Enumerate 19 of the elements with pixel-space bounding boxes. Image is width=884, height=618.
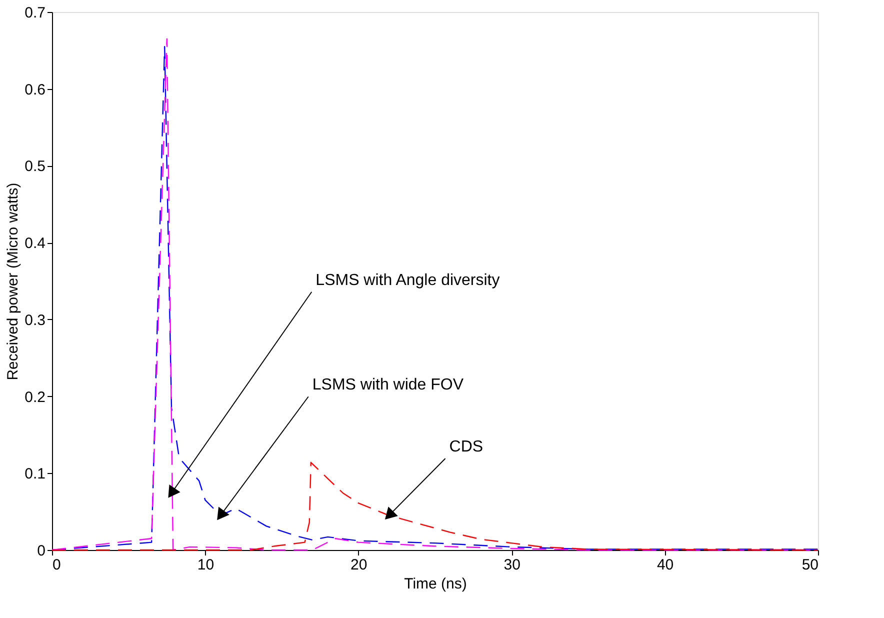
x-axis-title: Time (ns) [404,576,467,592]
x-tick-label: 20 [350,556,368,574]
x-tick-label: 0 [52,556,61,574]
y-tick-label: 0.6 [24,81,46,98]
y-tick-label: 0.3 [24,312,46,329]
x-tick-label: 50 [802,556,818,574]
y-tick-label: 0.5 [24,158,46,176]
y-axis-title: Received power (Micro watts) [4,182,22,380]
annotation: LSMS with wide FOV [312,376,464,394]
annotation: LSMS with Angle diversity [316,272,500,289]
y-tick-label: 0.7 [24,4,46,22]
y-tick-label: 0.4 [24,235,46,252]
y-tick-label: 0.2 [24,388,46,406]
x-tick-label: 40 [656,556,674,574]
x-tick-label: 30 [504,556,520,574]
annotation: CDS [449,438,484,456]
y-tick-label: 0.1 [24,466,46,483]
x-tick-label: 10 [197,556,214,574]
y-tick-label: 0 [37,542,46,560]
